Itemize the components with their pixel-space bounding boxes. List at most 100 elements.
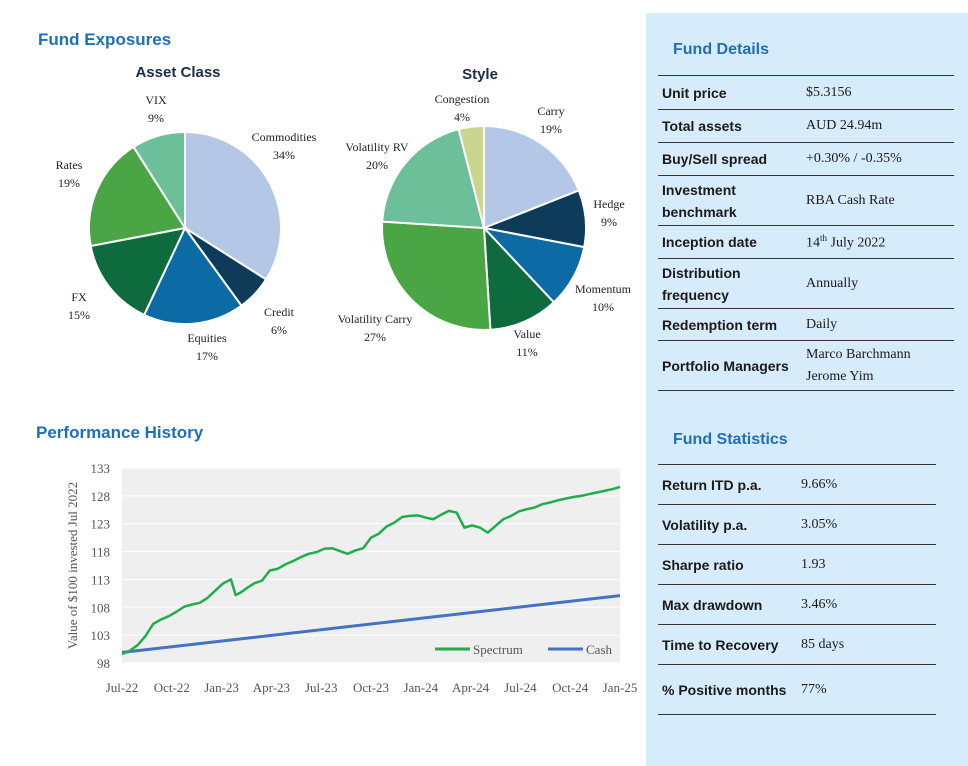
table-row: Sharpe ratio 1.93 (658, 544, 936, 585)
slice-label-credit: Credit (264, 305, 295, 319)
slice-percent-momentum: 10% (592, 300, 614, 314)
slice-percent-volatility-rv: 20% (366, 158, 388, 172)
x-tick-label: Jan-25 (603, 680, 638, 695)
detail-label: Portfolio Managers (658, 340, 802, 391)
table-row: Volatility p.a. 3.05% (658, 504, 936, 545)
pie-slice-rates (88, 145, 187, 248)
pie-slice-congestion (457, 124, 485, 229)
slice-percent-equities: 17% (196, 349, 218, 363)
asset-class-title: Asset Class (135, 64, 221, 81)
pie-slice-equities (142, 226, 243, 325)
table-row: Redemption term Daily (658, 308, 954, 341)
detail-label: Buy/Sell spread (658, 142, 802, 176)
stat-value: 9.66% (797, 464, 936, 505)
slice-label-rates: Rates (56, 158, 83, 172)
x-tick-label: Jul-23 (305, 680, 338, 695)
style-title: Style (462, 66, 498, 83)
y-axis-label: Value of $100 invested Jul 2022 (65, 482, 80, 649)
manager-name: Jerome Yim (806, 368, 874, 384)
legend-label-spectrum: Spectrum (473, 642, 523, 657)
detail-value: Daily (802, 308, 954, 341)
pie-slice-volatility-carry (381, 220, 492, 331)
slice-label-congestion: Congestion (435, 92, 490, 106)
detail-value: +0.30% / -0.35% (802, 142, 954, 176)
table-row: Distribution frequency Annually (658, 258, 954, 309)
detail-value: $5.3156 (802, 75, 954, 110)
manager-name: Marco Barchmann (806, 346, 911, 362)
fund-statistics-table: Return ITD p.a. 9.66% Volatility p.a. 3.05… (658, 464, 936, 715)
slice-label-volatility-rv: Volatility RV (345, 140, 408, 154)
slice-percent-volatility-carry: 27% (364, 330, 386, 344)
slice-label-equities: Equities (187, 331, 227, 345)
stat-label: Time to Recovery (658, 624, 797, 665)
slice-percent-rates: 19% (58, 176, 80, 190)
stat-value: 77% (797, 664, 936, 715)
table-row: Unit price $5.3156 (658, 75, 954, 110)
y-tick-label: 113 (91, 572, 110, 587)
pie-slice-carry (483, 124, 581, 230)
detail-label: Inception date (658, 225, 802, 259)
inception-suffix: th (820, 232, 828, 243)
stat-value: 3.05% (797, 504, 936, 545)
pie-slice-value (482, 225, 556, 331)
detail-value: Marco Barchmann Jerome Yim (802, 340, 954, 391)
inception-month-year: July 2022 (827, 235, 886, 251)
pie-slice-volatility-rv (381, 127, 486, 230)
detail-value: RBA Cash Rate (802, 175, 954, 226)
y-tick-label: 133 (91, 461, 111, 476)
slice-label-carry: Carry (537, 104, 564, 118)
stat-label: Return ITD p.a. (658, 464, 797, 505)
style-pie-chart: Carry 19% Hedge 9% Momentum 10% Value 11% Volati… (338, 92, 632, 359)
series-line-spectrum (121, 485, 621, 656)
asset-class-pie-chart: Commodities 34% Credit 6% Equities 17% FX 15% Ra… (56, 93, 317, 363)
slice-percent-credit: 6% (271, 323, 287, 337)
x-tick-label: Oct-22 (154, 680, 190, 695)
pie-slice-vix (132, 130, 186, 232)
y-tick-label: 123 (91, 517, 111, 532)
slice-percent-congestion: 4% (454, 110, 470, 124)
legend-label-cash: Cash (586, 642, 613, 657)
y-tick-label: 108 (91, 600, 111, 615)
slice-percent-carry: 19% (540, 122, 562, 136)
slice-label-hedge: Hedge (593, 197, 624, 211)
slice-label-volatility-carry: Volatility Carry (338, 312, 413, 326)
stat-value: 1.93 (797, 544, 936, 585)
slice-label-value: Value (513, 327, 540, 341)
fund-sidebar: Fund Details Unit price $5.3156 Total ass… (646, 13, 968, 766)
x-tick-label: Oct-24 (552, 680, 589, 695)
table-row: Total assets AUD 24.94m (658, 109, 954, 143)
detail-label: Total assets (658, 109, 802, 143)
fund-details-heading: Fund Details (673, 41, 770, 58)
stat-label: % Positive months (658, 664, 797, 715)
x-tick-label: Apr-24 (452, 680, 490, 695)
x-tick-label: Jan-23 (204, 680, 239, 695)
slice-percent-vix: 9% (148, 111, 164, 125)
table-row: Time to Recovery 85 days (658, 624, 936, 665)
fund-exposures-heading: Fund Exposures (38, 30, 172, 49)
table-row: Inception date 14th July 2022 (658, 225, 954, 259)
slice-label-commodities: Commodities (252, 130, 317, 144)
fund-details-table: Unit price $5.3156 Total assets AUD 24.94m… (658, 75, 954, 391)
x-tick-label: Jul-24 (504, 680, 537, 695)
table-row: Portfolio Managers Marco Barchmann Jerome … (658, 340, 954, 391)
slice-percent-hedge: 9% (601, 215, 617, 229)
detail-label: Redemption term (658, 308, 802, 341)
stat-value: 85 days (797, 624, 936, 665)
performance-line-chart: 98 103 108 113 118 123 128 133 Jul-22 Oct-22 Jan-2… (65, 461, 638, 695)
slice-label-fx: FX (71, 290, 87, 304)
table-row: Max drawdown 3.46% (658, 584, 936, 625)
inception-day: 14 (806, 235, 820, 251)
table-row: Buy/Sell spread +0.30% / -0.35% (658, 142, 954, 176)
x-tick-label: Oct-23 (353, 680, 389, 695)
slice-percent-fx: 15% (68, 308, 90, 322)
detail-value: 14th July 2022 (802, 225, 954, 259)
detail-label: Investment benchmark (658, 175, 802, 226)
stat-value: 3.46% (797, 584, 936, 625)
y-tick-label: 128 (91, 489, 111, 504)
performance-history-heading: Performance History (36, 423, 204, 442)
detail-label: Distribution frequency (658, 258, 802, 309)
plot-area (122, 468, 620, 663)
x-tick-label: Jan-24 (403, 680, 438, 695)
x-tick-label: Jul-22 (106, 680, 139, 695)
y-tick-label: 118 (91, 545, 110, 560)
